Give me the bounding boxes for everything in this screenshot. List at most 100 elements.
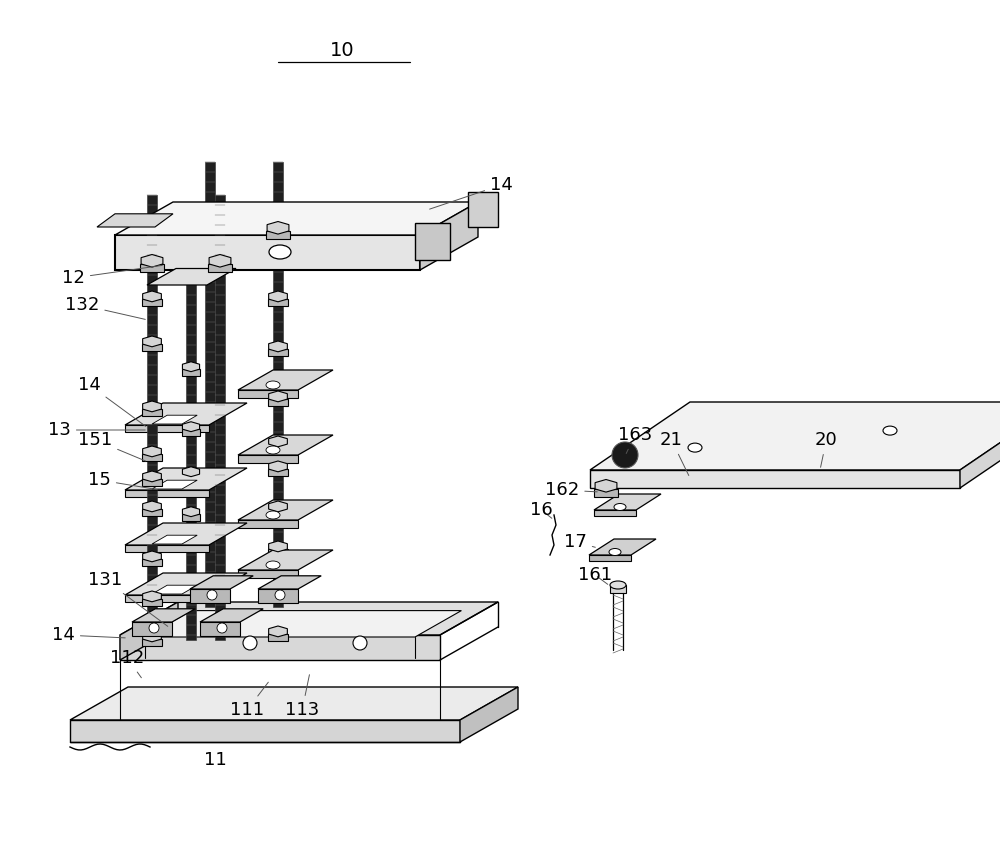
Ellipse shape: [688, 443, 702, 452]
Polygon shape: [238, 570, 298, 578]
Polygon shape: [269, 626, 287, 637]
Polygon shape: [590, 402, 1000, 470]
Polygon shape: [70, 687, 518, 720]
Polygon shape: [200, 622, 240, 636]
Polygon shape: [420, 202, 478, 270]
Polygon shape: [266, 231, 290, 239]
Polygon shape: [142, 559, 162, 566]
Polygon shape: [143, 336, 161, 346]
Polygon shape: [182, 514, 200, 521]
Text: 112: 112: [110, 649, 144, 678]
Ellipse shape: [614, 503, 626, 511]
Polygon shape: [268, 469, 288, 476]
Text: 16: 16: [530, 501, 553, 519]
Polygon shape: [268, 550, 288, 556]
Polygon shape: [238, 550, 333, 570]
Polygon shape: [258, 589, 298, 603]
Text: 21: 21: [660, 431, 689, 475]
Polygon shape: [182, 467, 200, 477]
Polygon shape: [182, 507, 200, 517]
Polygon shape: [215, 195, 225, 640]
Circle shape: [243, 636, 257, 650]
Polygon shape: [258, 576, 321, 589]
Polygon shape: [182, 474, 200, 480]
Polygon shape: [268, 350, 288, 356]
Polygon shape: [97, 213, 173, 227]
Text: 10: 10: [330, 41, 354, 59]
Polygon shape: [200, 609, 263, 622]
Polygon shape: [269, 501, 287, 512]
Polygon shape: [115, 235, 420, 270]
Polygon shape: [594, 494, 661, 510]
Polygon shape: [269, 541, 287, 551]
Polygon shape: [269, 291, 287, 302]
Polygon shape: [208, 264, 232, 272]
Polygon shape: [238, 520, 298, 528]
Polygon shape: [125, 523, 247, 545]
Polygon shape: [268, 634, 288, 641]
Text: 15: 15: [88, 471, 157, 490]
Text: 162: 162: [545, 481, 597, 499]
Text: 161: 161: [578, 566, 612, 584]
Polygon shape: [182, 429, 200, 435]
Polygon shape: [182, 422, 200, 432]
Polygon shape: [142, 479, 162, 486]
Polygon shape: [238, 455, 298, 463]
Polygon shape: [610, 585, 626, 593]
Polygon shape: [143, 591, 161, 602]
Polygon shape: [415, 223, 450, 260]
Polygon shape: [152, 480, 197, 489]
Polygon shape: [143, 471, 161, 482]
Polygon shape: [132, 609, 195, 622]
Circle shape: [149, 623, 159, 633]
Polygon shape: [268, 299, 288, 306]
Polygon shape: [142, 299, 162, 306]
Ellipse shape: [266, 446, 280, 454]
Polygon shape: [595, 479, 617, 492]
Polygon shape: [182, 369, 200, 375]
Text: 132: 132: [65, 296, 145, 319]
Polygon shape: [267, 222, 289, 234]
Ellipse shape: [883, 426, 897, 435]
Text: 11: 11: [204, 751, 226, 769]
Polygon shape: [125, 403, 247, 425]
Polygon shape: [152, 535, 197, 544]
Text: 12: 12: [62, 265, 162, 287]
Polygon shape: [141, 254, 163, 267]
Polygon shape: [269, 391, 287, 401]
Polygon shape: [186, 225, 196, 640]
Polygon shape: [125, 545, 209, 552]
Polygon shape: [143, 446, 161, 457]
Polygon shape: [132, 622, 172, 636]
Polygon shape: [140, 264, 164, 272]
Polygon shape: [142, 509, 162, 516]
Polygon shape: [460, 687, 518, 742]
Polygon shape: [143, 631, 161, 642]
Ellipse shape: [266, 511, 280, 519]
Polygon shape: [205, 162, 215, 607]
Polygon shape: [143, 291, 161, 302]
Polygon shape: [145, 611, 461, 637]
Polygon shape: [142, 454, 162, 461]
Polygon shape: [269, 461, 287, 472]
Polygon shape: [269, 341, 287, 352]
Text: 17: 17: [564, 533, 595, 551]
Polygon shape: [468, 192, 498, 227]
Polygon shape: [142, 409, 162, 416]
Polygon shape: [152, 585, 197, 594]
Polygon shape: [238, 435, 333, 455]
Polygon shape: [147, 268, 236, 285]
Polygon shape: [590, 470, 960, 488]
Polygon shape: [120, 602, 178, 660]
Polygon shape: [125, 573, 247, 595]
Polygon shape: [589, 539, 656, 555]
Polygon shape: [273, 162, 283, 607]
Polygon shape: [143, 501, 161, 512]
Polygon shape: [125, 490, 209, 497]
Polygon shape: [594, 490, 618, 497]
Polygon shape: [125, 595, 209, 602]
Polygon shape: [589, 555, 631, 561]
Polygon shape: [142, 639, 162, 646]
Ellipse shape: [266, 561, 280, 569]
Polygon shape: [238, 370, 333, 390]
